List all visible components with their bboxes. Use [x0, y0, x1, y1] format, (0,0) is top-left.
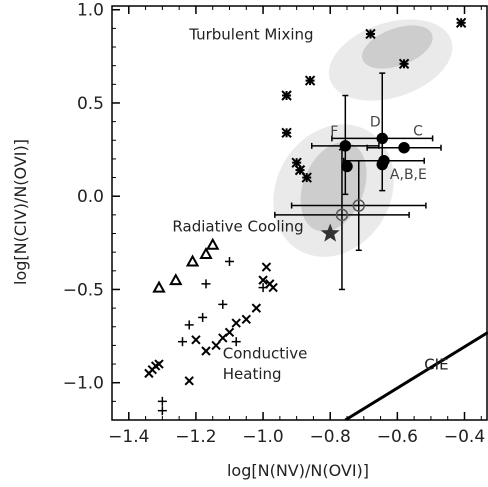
error-bar-0 — [274, 148, 410, 291]
asterisk-stroke — [294, 164, 306, 176]
cross-stroke — [231, 318, 241, 328]
cross-point-6 — [201, 346, 211, 356]
x-tick-label: −0.8 — [310, 427, 351, 447]
cross-point-10 — [231, 318, 241, 328]
open-circle-point-1 — [352, 199, 365, 212]
cross-stroke — [184, 376, 194, 386]
cross-stroke — [251, 303, 262, 313]
plus-point-4 — [198, 312, 208, 322]
filled-circle-point-1 — [376, 132, 388, 145]
point-label-abe: A,B,E — [390, 167, 427, 183]
cross-point-14 — [261, 262, 272, 272]
asterisk-point-5 — [281, 127, 292, 139]
plus-point-6 — [218, 299, 228, 309]
plus-point-2 — [178, 337, 187, 347]
cross-point-16 — [268, 282, 278, 293]
data-marks — [144, 17, 467, 416]
point-label-C: C — [413, 124, 423, 140]
asterisk-stroke — [281, 127, 292, 139]
asterisk-stroke — [304, 75, 316, 86]
annotation-3: Heating — [223, 365, 282, 383]
cross-point-3 — [154, 359, 164, 369]
asterisk-stroke — [281, 90, 292, 101]
error-bar-1 — [290, 160, 427, 252]
asterisk-stroke — [398, 58, 410, 70]
x-tick-label: −1.2 — [175, 427, 216, 447]
triangle-point-3 — [199, 246, 213, 260]
filled-circle-point-0 — [339, 140, 352, 152]
plus-point-1 — [157, 406, 167, 416]
asterisk-point-4 — [281, 90, 292, 101]
x-tick-label: −0.6 — [377, 427, 418, 447]
open-circle-point-0 — [335, 208, 349, 222]
y-tick-label: 0.0 — [77, 187, 104, 207]
cross-stroke — [154, 359, 164, 369]
annotation-4: CIE — [424, 356, 448, 374]
plus-point-8 — [231, 337, 241, 347]
plus-point-3 — [184, 320, 194, 330]
annotation-1: Radiative Cooling — [172, 218, 303, 236]
asterisk-point-1 — [365, 28, 376, 40]
asterisk-stroke — [455, 17, 467, 28]
asterisk-point-8 — [301, 172, 312, 183]
cross-stroke — [261, 262, 272, 272]
filled-circle-point-4 — [341, 160, 353, 173]
asterisk-point-3 — [304, 75, 316, 86]
annotation-2: Conductive — [223, 344, 308, 362]
plot-frame — [111, 5, 488, 421]
point-label-D: D — [370, 114, 381, 130]
cross-point-5 — [191, 335, 201, 345]
cross-point-13 — [258, 275, 268, 285]
cie-line — [344, 331, 488, 420]
triangle-point-2 — [185, 254, 200, 267]
asterisk-stroke — [365, 28, 376, 40]
x-axis-title: log[N(NV)/N(OVI)] — [227, 461, 369, 480]
triangle-point-4 — [206, 237, 220, 250]
cross-point-12 — [251, 303, 262, 313]
asterisk-point-2 — [398, 58, 410, 70]
cross-point-9 — [224, 327, 235, 338]
cross-stroke — [224, 327, 235, 338]
cross-stroke — [258, 275, 268, 285]
cie-curve — [344, 331, 488, 420]
x-tick-label: −1.0 — [242, 427, 283, 447]
cross-point-4 — [184, 376, 194, 386]
filled-circle-point-2 — [398, 141, 410, 154]
plus-point-7 — [225, 256, 234, 266]
y-axis-title: log[N(CIV)/N(OVI)] — [11, 139, 30, 285]
star-point-0 — [320, 223, 340, 242]
y-tick-label: −0.5 — [63, 280, 104, 300]
asterisk-point-0 — [455, 17, 467, 28]
cross-stroke — [211, 340, 221, 351]
y-tick-label: −1.0 — [63, 374, 104, 394]
cross-point-11 — [241, 314, 251, 325]
asterisk-stroke — [291, 157, 302, 168]
cross-stroke — [268, 282, 278, 293]
axes: −1.4 −1.2 −1.0 −0.8 −0.6 −0.4 −1.0 −0.5 0.0 0.5 1.… — [63, 1, 488, 447]
shaded-regions — [273, 19, 453, 257]
asterisk-stroke — [301, 172, 312, 183]
cross-point-7 — [211, 340, 221, 351]
x-tick-label: −0.4 — [444, 427, 485, 447]
error-bar-1 — [331, 72, 434, 192]
x-tick-label: −1.4 — [108, 427, 149, 447]
y-tick-label: 0.5 — [77, 94, 104, 114]
cross-stroke — [241, 314, 251, 325]
triangle-point-0 — [152, 280, 166, 293]
annotation-0: Turbulent Mixing — [188, 26, 313, 44]
chart-text: log[N(NV)/N(OVI)] log[N(CIV)/N(OVI)] F D C… — [11, 26, 449, 480]
plus-point-5 — [201, 279, 211, 289]
filled-circle-point-5 — [376, 158, 388, 171]
region-turbulent-mixing-inner — [362, 25, 433, 69]
point-label-F: F — [330, 124, 338, 140]
triangle-point-1 — [169, 273, 183, 286]
plus-point-0 — [157, 396, 167, 406]
cross-stroke — [191, 335, 201, 345]
y-tick-label: 1.0 — [77, 1, 104, 21]
cross-stroke — [201, 346, 211, 356]
